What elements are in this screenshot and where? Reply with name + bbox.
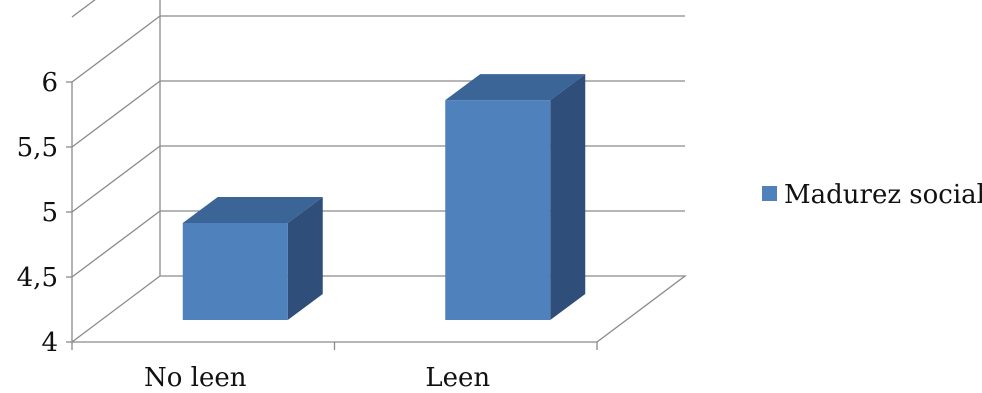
y-tick-label: 4,5 bbox=[17, 263, 58, 293]
bar-side bbox=[550, 74, 586, 320]
bar-top bbox=[445, 74, 586, 101]
bar bbox=[445, 74, 586, 320]
gridline bbox=[71, 210, 685, 278]
gridline bbox=[71, 145, 685, 213]
legend-label: Madurez social bbox=[784, 180, 982, 210]
axes bbox=[66, 0, 598, 350]
bar-front bbox=[445, 100, 551, 320]
bar-front bbox=[182, 222, 288, 320]
legend-swatch bbox=[762, 186, 777, 201]
bars bbox=[182, 74, 586, 320]
x-category-label: Leen bbox=[425, 363, 490, 388]
gridline bbox=[71, 80, 685, 148]
gridline bbox=[71, 0, 96, 18]
y-tick-label: 4 bbox=[41, 328, 58, 358]
x-category-label: No leen bbox=[144, 363, 247, 388]
bar bbox=[182, 196, 323, 320]
y-tick-labels: 4 4,5 5 5,5 6 bbox=[17, 68, 58, 358]
y-tick-label: 6 bbox=[41, 68, 58, 98]
x-category-labels: No leen Leen bbox=[144, 363, 490, 393]
floor-outline bbox=[71, 275, 687, 343]
gridlines bbox=[71, 0, 687, 343]
y-tick-label: 5,5 bbox=[17, 133, 58, 163]
legend: Madurez social bbox=[762, 180, 982, 210]
gridline bbox=[71, 15, 685, 83]
bar-top bbox=[182, 196, 323, 223]
bar-side bbox=[287, 196, 323, 320]
y-tick-label: 5 bbox=[41, 198, 58, 228]
